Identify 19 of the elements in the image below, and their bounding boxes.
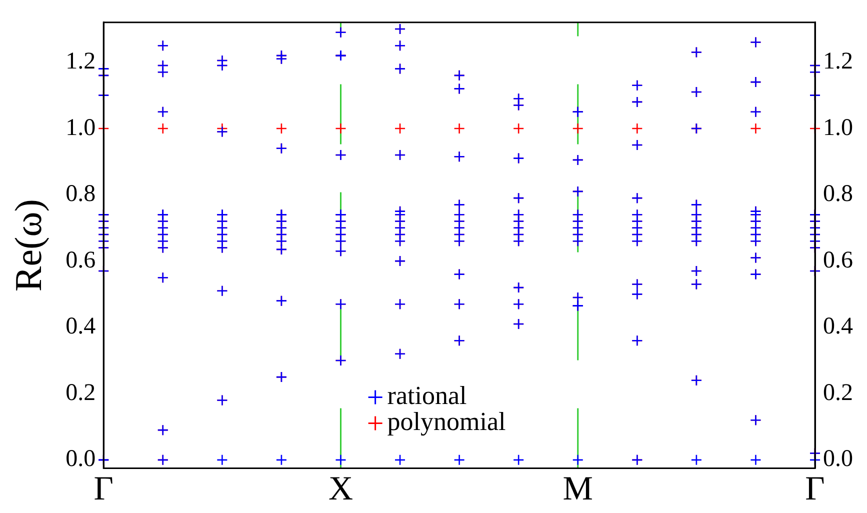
- x-tick-label: X: [328, 470, 354, 508]
- x-tick-label: Γ: [805, 470, 825, 508]
- y-tick-label: 0.6: [66, 247, 96, 274]
- y2-tick-label: 0.4: [823, 314, 853, 340]
- y-tick-label: 0.0: [66, 446, 96, 472]
- y2-tick-label: 0.8: [823, 181, 853, 208]
- y-tick-label: 0.4: [66, 314, 96, 340]
- y2-tick-label: 1.0: [823, 114, 853, 141]
- y-tick-label: 0.8: [66, 181, 96, 208]
- x-tick-label: M: [562, 470, 593, 508]
- y2-tick-label: 1.2: [823, 48, 853, 74]
- y-axis-title: Re(ω): [8, 199, 50, 292]
- y2-tick-label: 0.2: [823, 380, 853, 406]
- y2-tick-label: 0.6: [823, 247, 853, 274]
- y-tick-label: 1.0: [66, 114, 96, 141]
- y2-tick-label: 0.0: [823, 446, 853, 472]
- x-tick-label: Γ: [94, 470, 114, 508]
- y-tick-label: 1.2: [66, 48, 96, 74]
- y-tick-label: 0.2: [66, 380, 96, 406]
